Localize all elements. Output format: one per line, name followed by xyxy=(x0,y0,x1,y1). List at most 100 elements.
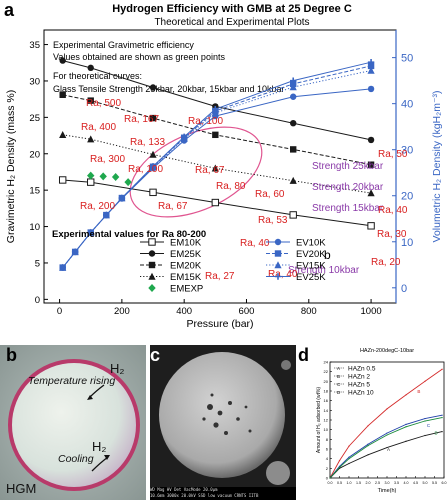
point-em25k xyxy=(87,64,94,72)
point-em10k xyxy=(149,188,157,197)
temperature-rising-label: Temperature rising xyxy=(28,375,116,387)
series-letter-hazn-10: D xyxy=(435,431,439,436)
strength-label-strength-25kbar: Strength 25kbar xyxy=(312,161,384,172)
legend-label-hazn-2: HAZn 2 xyxy=(348,374,370,381)
chart-d-y-tick-label: 4 xyxy=(326,456,329,461)
series-line-hazn-5 xyxy=(329,414,443,479)
ra-label: Ra, 20 xyxy=(371,257,401,268)
legend-label-em10k: EM10K xyxy=(170,238,202,249)
ra-label: Ra, 60 xyxy=(255,189,285,200)
point-em10k xyxy=(211,198,220,207)
legend-item-ev10k: EV10K xyxy=(266,238,326,249)
point-ev25k xyxy=(180,133,188,141)
point-em15k xyxy=(289,176,297,184)
chart-a-y-tick-label: 0 xyxy=(35,295,40,306)
point-hazn-0-5 xyxy=(441,431,443,433)
legend-item-hazn-5: C HAZn 5 xyxy=(334,382,370,389)
ra-label: Ra, 300 xyxy=(90,154,125,165)
legend-label-em15k: EM15K xyxy=(170,272,202,283)
point-em10k xyxy=(289,211,297,219)
ra-label: Ra, 133 xyxy=(130,137,165,148)
chart-a-y2-tick-label: 30 xyxy=(401,145,413,157)
point-ev15k xyxy=(211,109,219,117)
point-hazn-2 xyxy=(348,445,350,447)
chart-d-x-tick-label: 0.5 xyxy=(337,481,342,485)
point-hazn-10 xyxy=(329,477,331,479)
point-hazn-0-5 xyxy=(367,454,369,456)
legend-item-ev20k: EV20K xyxy=(266,249,326,260)
series-line-ev25k xyxy=(62,61,372,268)
chart-a-highlight-ellipse xyxy=(129,126,263,218)
chart-d-x-tick-label: 4.5 xyxy=(413,481,418,485)
legend-item-hazn-0-5: A HAZn 0.5 xyxy=(334,366,376,373)
chart-d-y-tick-label: 10 xyxy=(324,427,329,432)
point-hazn-0-5 xyxy=(405,440,407,442)
legend-swatch-marker xyxy=(148,250,156,257)
legend-label-hazn-10: HAZn 10 xyxy=(348,390,374,397)
chart-a-x-tick-label: 1000 xyxy=(361,306,382,317)
legend-label-em25k: EM25K xyxy=(170,249,202,260)
point-em25k xyxy=(367,136,375,144)
h2-label-bottom: H₂ xyxy=(92,439,107,454)
chart-a-point-label-b: b xyxy=(324,248,331,262)
chart-d-y-tick-label: 24 xyxy=(324,360,329,365)
legend-swatch-marker xyxy=(148,238,156,246)
point-em20k xyxy=(87,97,94,104)
chart-d-y-tick-label: 18 xyxy=(324,389,329,394)
legend-label-hazn-5: HAZn 5 xyxy=(348,382,370,389)
point-hazn-10 xyxy=(338,466,341,468)
point-em20k xyxy=(290,146,297,153)
point-em25k xyxy=(149,84,157,91)
point-ev15k xyxy=(289,83,297,91)
point-hazn-10 xyxy=(367,445,369,447)
point-em10k xyxy=(58,176,67,184)
ra-label: Ra, 30 xyxy=(377,229,407,240)
point-hazn-5 xyxy=(441,414,443,416)
legend-label-ev10k: EV10K xyxy=(296,238,326,249)
chart-d-x-tick-label: 1.0 xyxy=(347,481,352,485)
chart-d-x-tick-label: 2.0 xyxy=(366,481,371,485)
point-hazn-0-5 xyxy=(348,462,350,465)
chart-d-y-tick-label: 14 xyxy=(324,408,329,413)
legend-item-em20k: EM20K xyxy=(140,261,202,272)
chart-a-y2-tick-label: 40 xyxy=(401,99,413,111)
chart-d-x-tick-label: 4.0 xyxy=(404,481,409,485)
chart-a-note: Experimental Gravimetric efficiency xyxy=(53,40,194,50)
chart-d-x-tick-label: 3.5 xyxy=(394,481,399,485)
chart-a-y-tick-label: 5 xyxy=(35,258,40,269)
ra-label: Ra, 40 xyxy=(240,238,270,249)
ra-label: Ra, 400 xyxy=(81,122,116,133)
legend-swatch-marker xyxy=(274,238,282,246)
point-ev25k xyxy=(87,229,94,236)
point-em25k xyxy=(290,119,297,127)
series-emexp xyxy=(87,171,132,187)
legend-item-ev15k: EV15K xyxy=(266,261,326,272)
chart-d-y-tick-label: 22 xyxy=(324,369,329,374)
chart-a-y2-tick-label: 50 xyxy=(401,53,413,65)
point-hazn-5 xyxy=(424,417,426,420)
point-hazn-10 xyxy=(405,426,407,428)
legend-swatch-marker xyxy=(274,261,282,269)
point-hazn-5 xyxy=(405,423,407,425)
series-line-em10k xyxy=(62,179,372,227)
chart-d-y-tick-label: 0 xyxy=(326,476,329,481)
point-em15k xyxy=(149,150,157,158)
point-em15k xyxy=(211,164,219,172)
strength-label-strength-10kbar: Strength 10kbar xyxy=(288,265,360,276)
ra-label: Ra, 80 xyxy=(216,181,246,192)
point-hazn-2 xyxy=(424,380,426,382)
point-hazn-10 xyxy=(441,416,443,419)
legend-item-hazn-10: D HAZn 10 xyxy=(334,390,374,397)
point-hazn-2 xyxy=(405,394,407,396)
chart-a-y-axis-label: Gravimetric H₂ Density (mass %) xyxy=(5,90,17,243)
chart-a-y-tick-label: 15 xyxy=(29,186,40,197)
legend-swatch-marker xyxy=(148,284,156,292)
chart-a-experimental-note: Experimental values for Ra 80-200 xyxy=(52,229,206,240)
ra-label: Ra, 67 xyxy=(195,165,225,176)
ra-label: Ra, 40 xyxy=(268,269,298,280)
panel-label-d: d xyxy=(298,345,309,365)
chart-a-y2-tick-label: 20 xyxy=(401,191,413,203)
legend-item-em15k: EM15K xyxy=(140,272,202,283)
chart-d-title: HAZn-200degC-10bar xyxy=(360,348,414,354)
